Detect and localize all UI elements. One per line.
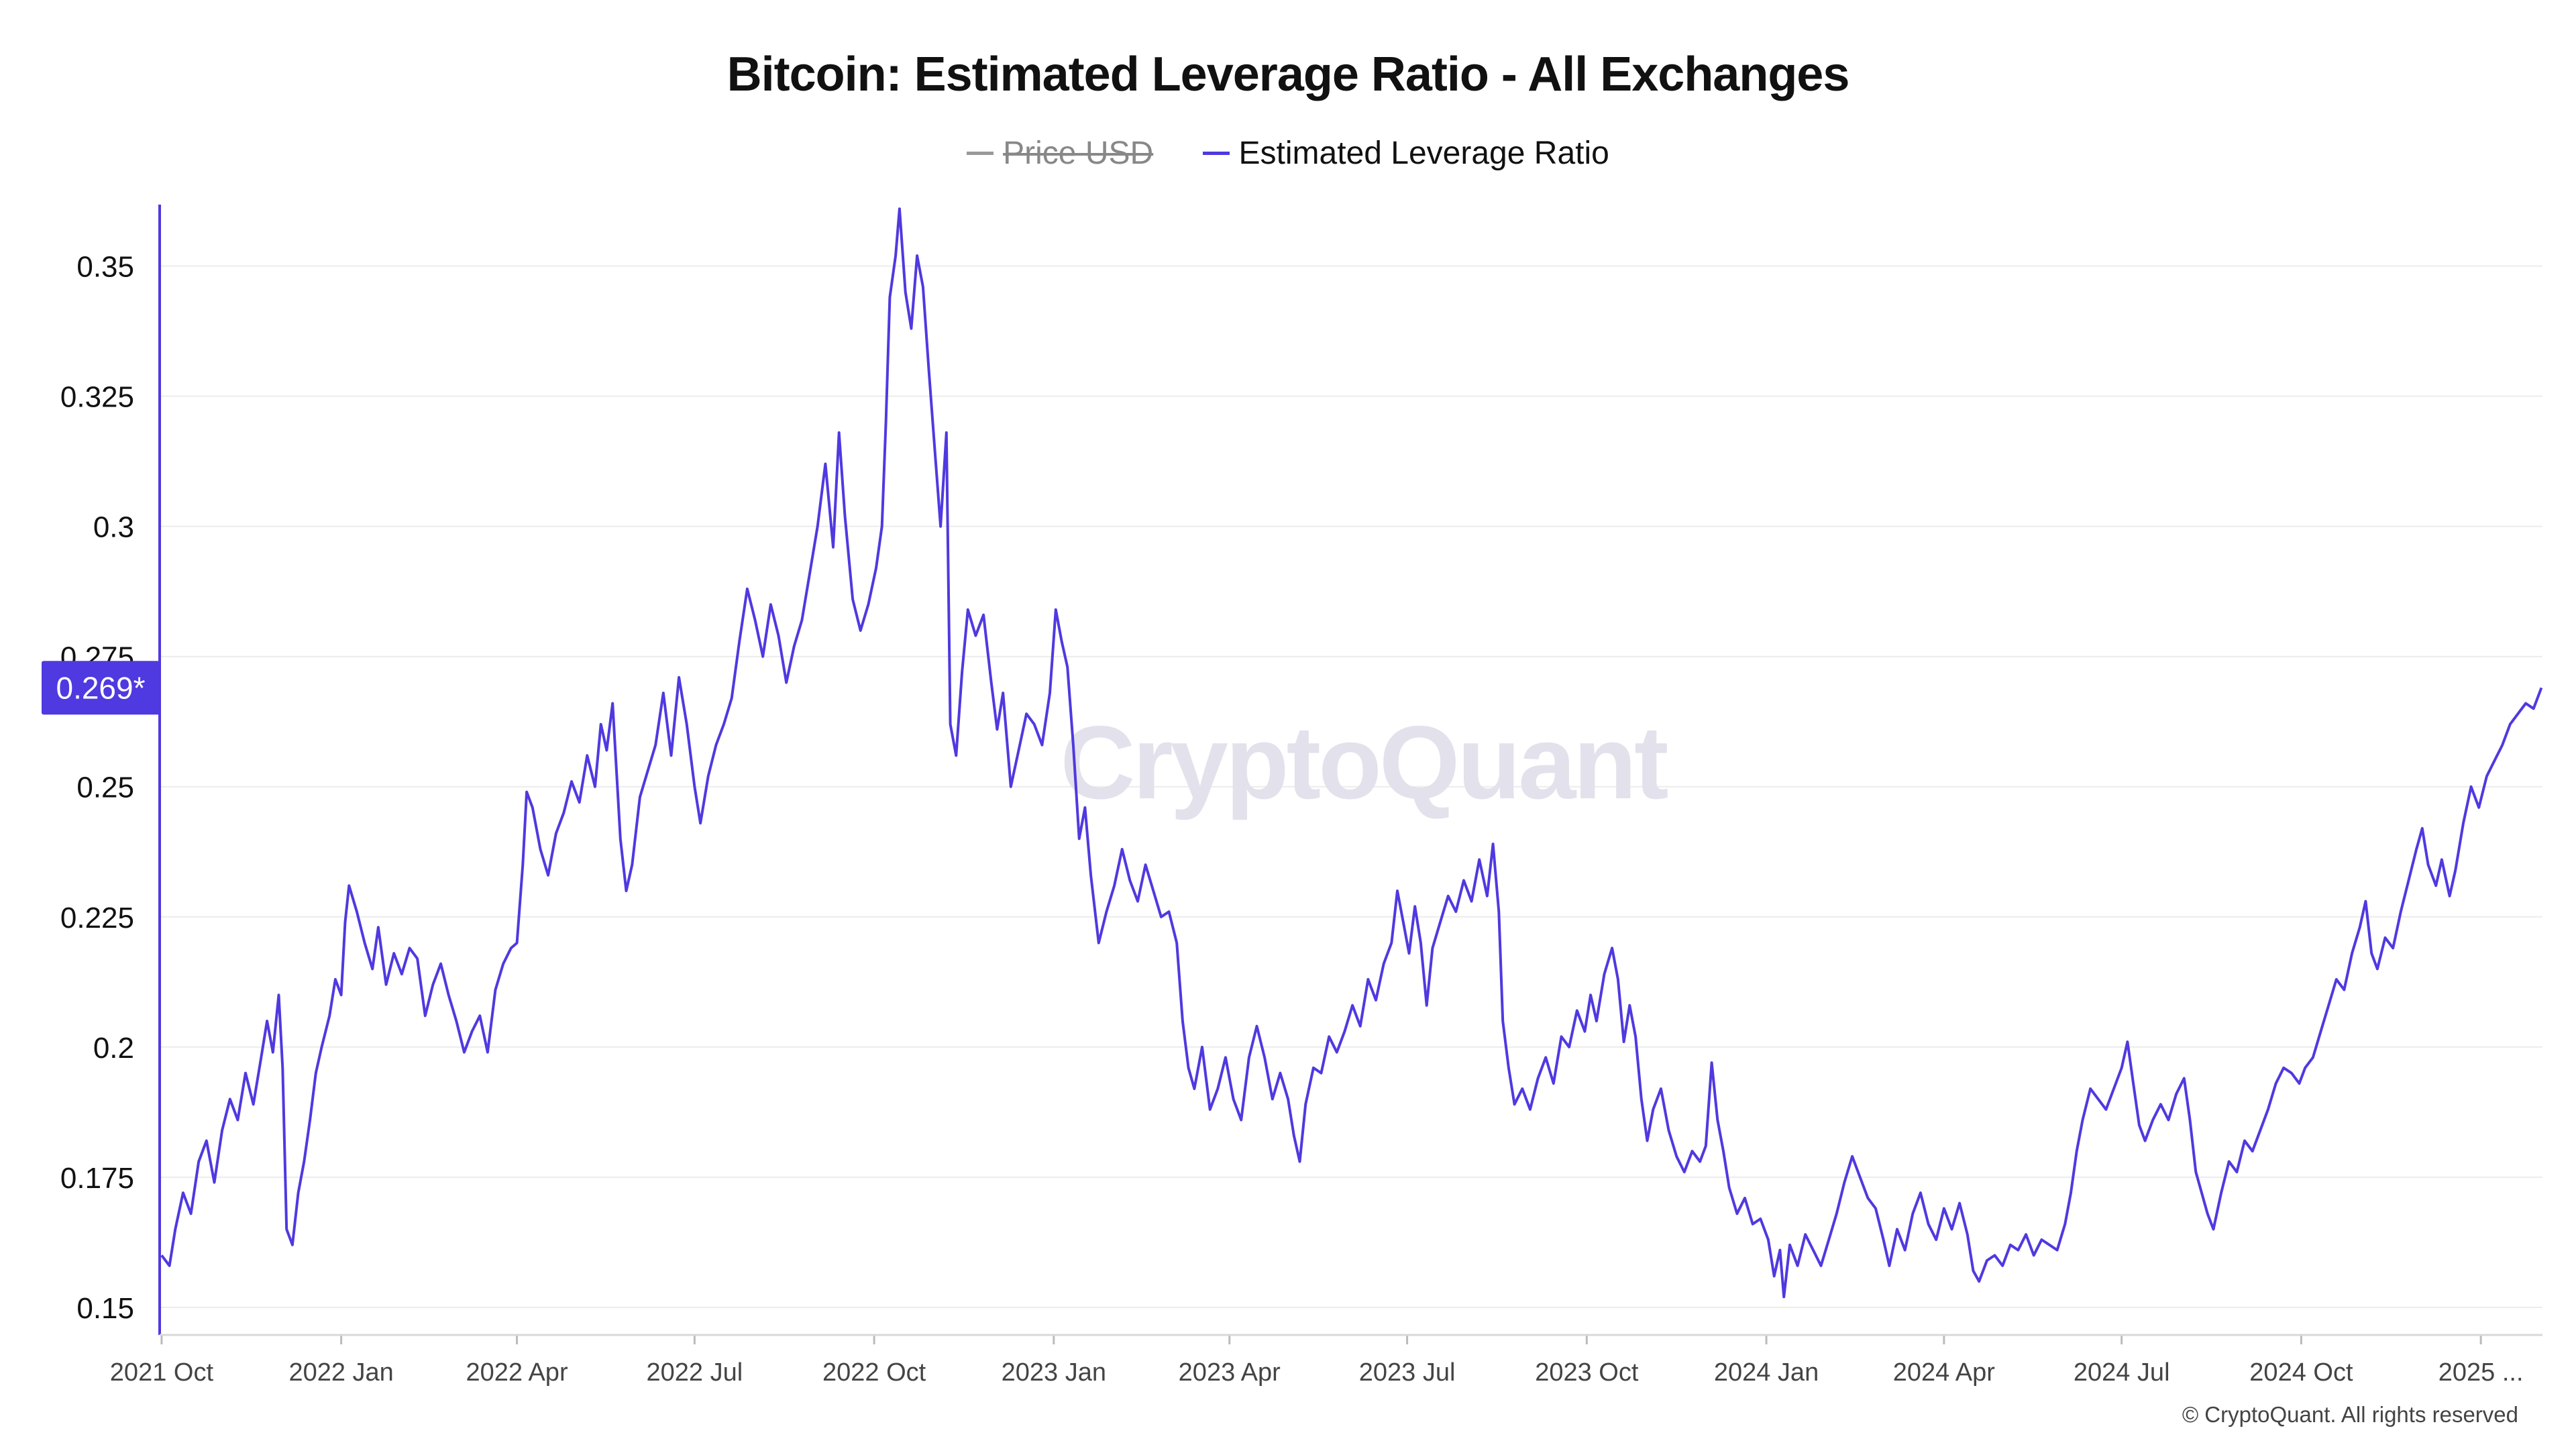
y-tick-label: 0.15 (76, 1292, 134, 1325)
x-tick-label: 2023 Apr (1179, 1358, 1281, 1387)
legend-item-price[interactable]: Price USD (967, 135, 1153, 172)
x-tick-label: 2023 Jan (1002, 1358, 1106, 1387)
x-tick-label: 2024 Jan (1714, 1358, 1819, 1387)
x-tick-label: 2022 Apr (466, 1358, 568, 1387)
gridlines (160, 265, 2542, 1308)
current-value-badge-bg (42, 661, 160, 715)
copyright-notice: © CryptoQuant. All rights reserved (2182, 1402, 2518, 1427)
x-tick-label: 2024 Apr (1893, 1358, 1995, 1387)
legend-swatch-leverage (1202, 152, 1230, 155)
y-tick-label: 0.325 (60, 381, 134, 414)
current-value-badge-text: 0.269* (56, 670, 145, 705)
x-tick-label: 2023 Jul (1359, 1358, 1456, 1387)
y-tick-label: 0.225 (60, 902, 134, 934)
legend-item-leverage[interactable]: Estimated Leverage Ratio (1202, 135, 1609, 172)
current-value-badge: 0.269* (42, 661, 160, 715)
chart-title: Bitcoin: Estimated Leverage Ratio - All … (727, 48, 1850, 101)
y-tick-label: 0.35 (76, 251, 134, 284)
y-tick-label: 0.2 (93, 1032, 134, 1065)
y-tick-label: 0.175 (60, 1162, 134, 1195)
legend-label-leverage: Estimated Leverage Ratio (1238, 136, 1609, 171)
x-tick-label: 2024 Jul (2074, 1358, 2170, 1387)
y-tick-label: 0.25 (76, 771, 134, 804)
x-tick-label: 2024 Oct (2249, 1358, 2353, 1387)
x-axis-ticks: 2021 Oct 2022 Jan 2022 Apr 2022 Jul 2022 Oct… (110, 1335, 2524, 1387)
x-tick-label: 2022 Jul (647, 1358, 743, 1387)
x-tick-label: 2023 Oct (1535, 1358, 1639, 1387)
watermark: CryptoQuant (1060, 704, 1668, 820)
x-tick-label: 2022 Oct (822, 1358, 926, 1387)
x-tick-label: 2021 Oct (110, 1358, 214, 1387)
x-tick-label: 2022 Jan (288, 1358, 393, 1387)
x-tick-label: 2025 ... (2438, 1358, 2524, 1387)
y-tick-label: 0.3 (93, 511, 134, 544)
legend: Price USD Estimated Leverage Ratio (0, 126, 2576, 172)
legend-swatch-price (967, 152, 994, 155)
leverage-ratio-line[interactable] (160, 207, 2543, 1299)
legend-label-price: Price USD (1003, 136, 1154, 171)
